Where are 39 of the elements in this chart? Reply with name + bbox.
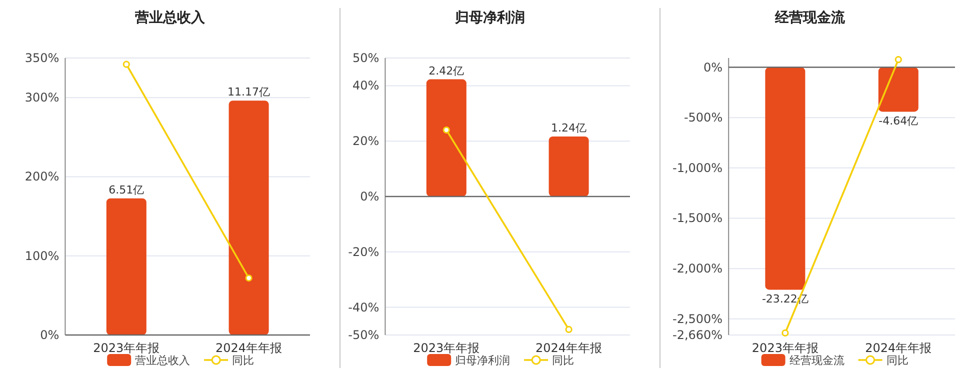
legend-label: 同比 [552, 354, 574, 367]
y-tick-label: -20% [348, 244, 380, 259]
y-tick-label: -500% [684, 110, 723, 125]
y-tick-label: 0% [40, 328, 60, 342]
y-tick-label: -2,660% [672, 328, 723, 342]
y-tick-label: 0% [360, 190, 380, 204]
legend-label: 经营现金流 [789, 354, 844, 367]
x-tick-label: 2023年年报 [413, 341, 480, 355]
y-tick-label: 0% [704, 60, 723, 74]
y-tick-label: 350% [24, 51, 60, 65]
chart-title: 经营现金流 [774, 9, 846, 26]
x-tick-label: 2024年年报 [216, 341, 282, 355]
y-tick-label: 50% [352, 51, 380, 65]
chart-title: 归母净利润 [454, 9, 525, 26]
y-tick-label: 40% [352, 78, 380, 93]
legend-label: 归母净利润 [455, 354, 510, 367]
y-tick-label: 200% [24, 170, 60, 184]
data-label: 6.51亿 [108, 183, 144, 196]
legend-label: 同比 [232, 354, 254, 367]
data-label: 1.24亿 [551, 121, 587, 134]
y-tick-label: 20% [352, 134, 380, 148]
data-label: -4.64亿 [878, 114, 918, 128]
y-tick-label: 300% [24, 90, 60, 105]
y-tick-label: -2,500% [672, 312, 723, 326]
legend-label: 营业总收入 [135, 354, 190, 367]
y-tick-label: -2,000% [672, 262, 723, 276]
x-tick-label: 2024年年报 [865, 341, 932, 355]
y-tick-label: -40% [348, 300, 380, 314]
data-label: 2.42亿 [428, 64, 464, 78]
y-tick-label: 100% [24, 248, 60, 263]
legend-label: 同比 [886, 354, 908, 367]
y-tick-label: -50% [348, 328, 380, 342]
x-tick-label: 2023年年报 [752, 341, 818, 355]
y-tick-label: -1,500% [672, 211, 723, 226]
x-tick-label: 2023年年报 [93, 341, 160, 355]
y-tick-label: -1,000% [672, 160, 723, 175]
chart-title: 营业总收入 [134, 10, 206, 26]
x-tick-label: 2024年年报 [536, 341, 602, 355]
data-label: 11.17亿 [228, 86, 270, 99]
